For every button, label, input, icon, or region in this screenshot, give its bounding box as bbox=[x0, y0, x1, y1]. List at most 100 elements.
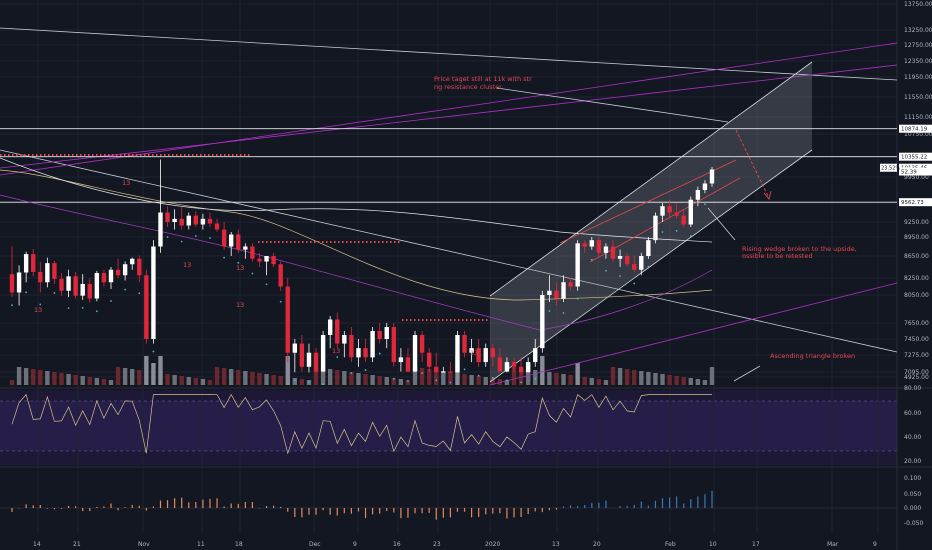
candle-body bbox=[115, 269, 121, 276]
annotation-arrow-1 bbox=[496, 87, 729, 123]
rsi-tick-label: 80.00 bbox=[904, 385, 921, 392]
long-trendline bbox=[0, 27, 898, 81]
volume-bar bbox=[108, 380, 114, 385]
candle-body bbox=[250, 246, 255, 259]
x-tick-label: 21 bbox=[73, 541, 81, 548]
volume-bar bbox=[229, 369, 234, 385]
sar-dot bbox=[293, 379, 296, 382]
candle-body bbox=[313, 352, 319, 372]
candle-body bbox=[236, 234, 241, 250]
candle-count-label: 13 bbox=[236, 264, 244, 272]
volume-bar bbox=[271, 375, 276, 385]
x-tick-label: 14 bbox=[33, 541, 41, 548]
candle-body bbox=[73, 276, 78, 296]
sar-dot bbox=[392, 377, 395, 380]
volume-bar bbox=[115, 367, 121, 385]
volume-bar bbox=[561, 374, 566, 385]
projection-arrowhead bbox=[763, 190, 772, 200]
candle-body bbox=[151, 246, 156, 339]
candle-body bbox=[356, 348, 361, 358]
descending-trendline bbox=[0, 149, 898, 353]
candle-body bbox=[632, 264, 637, 270]
volume-bar bbox=[193, 378, 199, 385]
price-tick-label: 10750.00 bbox=[904, 131, 932, 138]
candle-body bbox=[603, 246, 609, 253]
sar-dot bbox=[279, 300, 282, 303]
candle-body bbox=[349, 335, 354, 358]
price-tick-label: 13250.00 bbox=[904, 27, 932, 34]
candle-body bbox=[207, 218, 213, 224]
volume-bar bbox=[518, 368, 524, 385]
candle-body bbox=[412, 335, 418, 372]
candle-body bbox=[610, 246, 616, 259]
volume-bar bbox=[207, 380, 213, 385]
ascending-channel-fill bbox=[490, 62, 812, 382]
candle-body bbox=[462, 335, 467, 353]
annotation-arrow-3 bbox=[733, 365, 761, 382]
volume-bar bbox=[709, 367, 715, 385]
candle-body bbox=[589, 240, 594, 247]
candle-body bbox=[441, 371, 446, 373]
sar-dot bbox=[194, 235, 197, 237]
volume-bar bbox=[448, 372, 453, 385]
volume-bar bbox=[179, 376, 184, 385]
candle-body bbox=[221, 229, 227, 247]
candle-body bbox=[285, 286, 290, 353]
sar-dot bbox=[25, 291, 28, 294]
volume-bar bbox=[66, 374, 71, 385]
sar-dot bbox=[95, 310, 98, 313]
x-tick-label: 11 bbox=[197, 541, 205, 548]
price-tick-label: 7095.00 bbox=[904, 369, 929, 376]
candle-body bbox=[568, 282, 573, 287]
volume-bar bbox=[617, 368, 623, 385]
volume-bar bbox=[52, 372, 57, 385]
volume-bar bbox=[356, 373, 361, 385]
sar-dot bbox=[407, 380, 409, 383]
candle-body bbox=[575, 243, 580, 287]
candle-body bbox=[94, 273, 100, 299]
volume-bar bbox=[87, 377, 92, 385]
price-tick-label: 7275.00 bbox=[904, 352, 929, 359]
volume-bar bbox=[660, 374, 665, 385]
volume-bar bbox=[200, 379, 206, 385]
volume-bar bbox=[243, 371, 248, 385]
candle-body bbox=[229, 234, 234, 247]
price-marker-label: 9562.73 bbox=[901, 200, 924, 206]
sar-dot bbox=[322, 383, 325, 386]
rsi-tick-label: 60.00 bbox=[904, 410, 921, 417]
candle-body bbox=[582, 243, 587, 247]
candle-body bbox=[709, 169, 715, 184]
sar-dot bbox=[350, 372, 353, 374]
sar-dot bbox=[548, 310, 551, 312]
candle-body bbox=[108, 269, 114, 283]
candle-body bbox=[214, 223, 220, 230]
candle-body bbox=[264, 256, 269, 262]
candle-body bbox=[547, 290, 552, 295]
candle-body bbox=[434, 366, 439, 373]
candle-body bbox=[377, 331, 382, 339]
ma-fast bbox=[0, 194, 713, 331]
volume-bar bbox=[702, 380, 708, 385]
price-tick-label: 12350.00 bbox=[904, 58, 932, 65]
candle-body bbox=[596, 240, 602, 253]
ma-mid bbox=[0, 157, 713, 243]
macd-tick-label: 0.000 bbox=[904, 505, 921, 512]
volume-bar bbox=[504, 380, 510, 385]
candle-body bbox=[320, 335, 326, 372]
candle-body bbox=[702, 183, 708, 190]
candle-body bbox=[299, 343, 305, 367]
sar-dot bbox=[378, 352, 381, 355]
candle-body bbox=[193, 215, 199, 225]
sar-dot bbox=[223, 256, 226, 259]
sar-dot bbox=[491, 376, 494, 379]
sar-dot bbox=[81, 307, 84, 309]
volume-bar bbox=[80, 376, 85, 385]
channel-top bbox=[489, 61, 813, 297]
sar-dot bbox=[152, 350, 155, 353]
volume-bar bbox=[278, 376, 283, 385]
candle-body bbox=[533, 348, 538, 363]
candle-body bbox=[306, 352, 312, 367]
sar-dot bbox=[633, 282, 636, 285]
volume-bar bbox=[151, 363, 156, 385]
